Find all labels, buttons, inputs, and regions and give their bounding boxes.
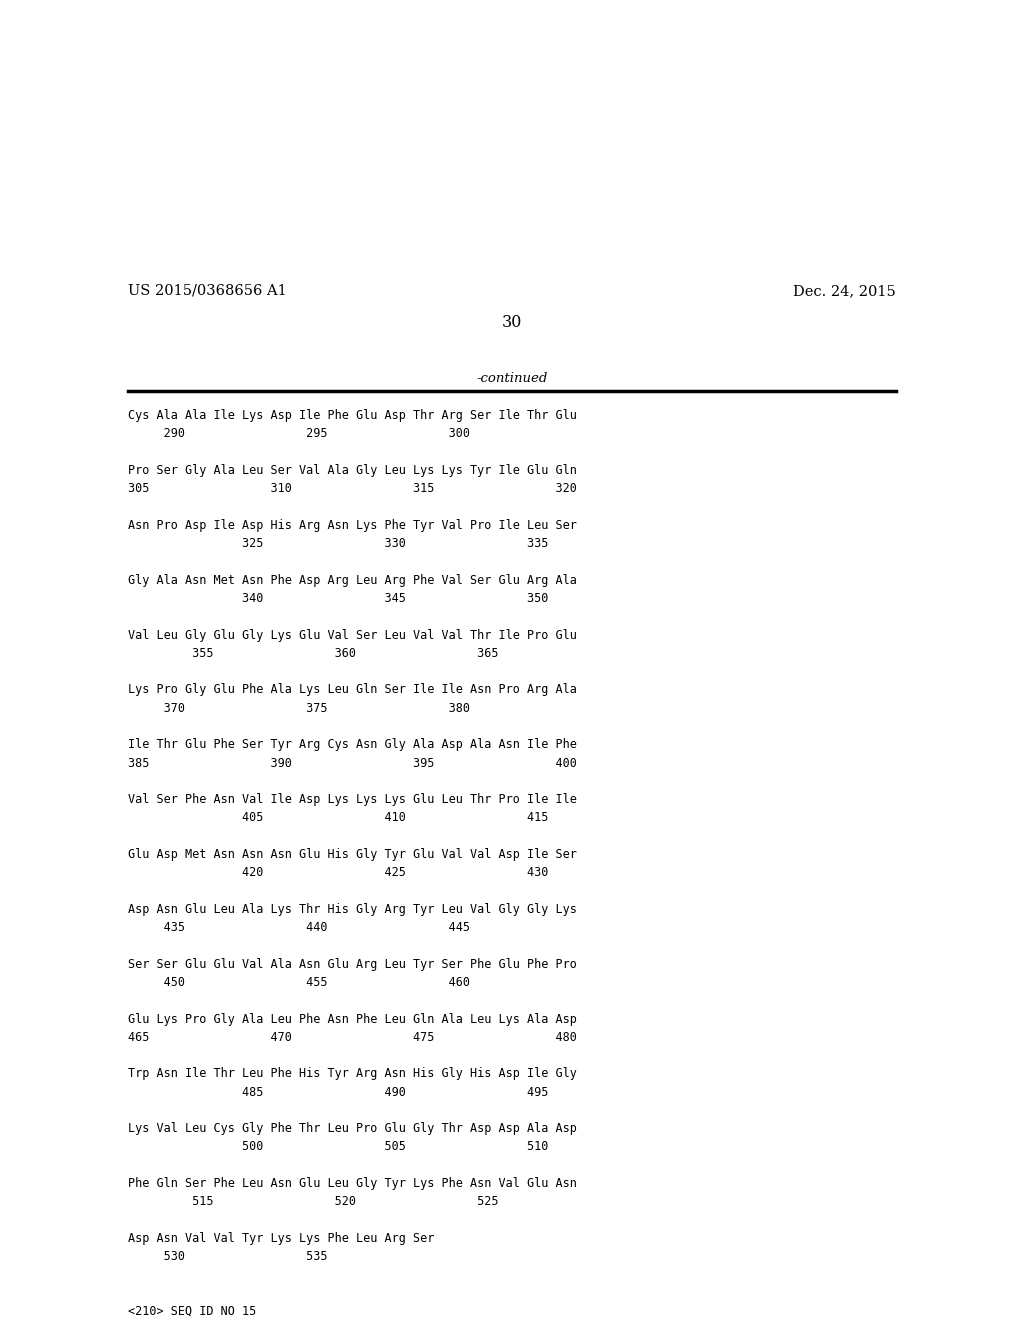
Text: US 2015/0368656 A1: US 2015/0368656 A1	[128, 284, 287, 298]
Text: 500                 505                 510: 500 505 510	[128, 1140, 549, 1154]
Text: 465                 470                 475                 480: 465 470 475 480	[128, 1031, 577, 1044]
Text: Lys Pro Gly Glu Phe Ala Lys Leu Gln Ser Ile Ile Asn Pro Arg Ala: Lys Pro Gly Glu Phe Ala Lys Leu Gln Ser …	[128, 684, 577, 697]
Text: Lys Val Leu Cys Gly Phe Thr Leu Pro Glu Gly Thr Asp Asp Ala Asp: Lys Val Leu Cys Gly Phe Thr Leu Pro Glu …	[128, 1122, 577, 1135]
Text: Asn Pro Asp Ile Asp His Arg Asn Lys Phe Tyr Val Pro Ile Leu Ser: Asn Pro Asp Ile Asp His Arg Asn Lys Phe …	[128, 519, 577, 532]
Text: Pro Ser Gly Ala Leu Ser Val Ala Gly Leu Lys Lys Tyr Ile Glu Gln: Pro Ser Gly Ala Leu Ser Val Ala Gly Leu …	[128, 465, 577, 477]
Text: Gly Ala Asn Met Asn Phe Asp Arg Leu Arg Phe Val Ser Glu Arg Ala: Gly Ala Asn Met Asn Phe Asp Arg Leu Arg …	[128, 574, 577, 586]
Text: 370                 375                 380: 370 375 380	[128, 702, 470, 714]
Text: 515                 520                 525: 515 520 525	[128, 1196, 499, 1208]
Text: 305                 310                 315                 320: 305 310 315 320	[128, 482, 577, 495]
Text: 340                 345                 350: 340 345 350	[128, 591, 549, 605]
Text: Ile Thr Glu Phe Ser Tyr Arg Cys Asn Gly Ala Asp Ala Asn Ile Phe: Ile Thr Glu Phe Ser Tyr Arg Cys Asn Gly …	[128, 738, 577, 751]
Text: 405                 410                 415: 405 410 415	[128, 812, 549, 825]
Text: Asp Asn Glu Leu Ala Lys Thr His Gly Arg Tyr Leu Val Gly Gly Lys: Asp Asn Glu Leu Ala Lys Thr His Gly Arg …	[128, 903, 577, 916]
Text: 420                 425                 430: 420 425 430	[128, 866, 549, 879]
Text: 530                 535: 530 535	[128, 1250, 328, 1263]
Text: 385                 390                 395                 400: 385 390 395 400	[128, 756, 577, 770]
Text: Trp Asn Ile Thr Leu Phe His Tyr Arg Asn His Gly His Asp Ile Gly: Trp Asn Ile Thr Leu Phe His Tyr Arg Asn …	[128, 1068, 577, 1080]
Text: Val Ser Phe Asn Val Ile Asp Lys Lys Lys Glu Leu Thr Pro Ile Ile: Val Ser Phe Asn Val Ile Asp Lys Lys Lys …	[128, 793, 577, 807]
Text: -continued: -continued	[476, 372, 548, 385]
Text: 485                 490                 495: 485 490 495	[128, 1085, 549, 1098]
Text: Phe Gln Ser Phe Leu Asn Glu Leu Gly Tyr Lys Phe Asn Val Glu Asn: Phe Gln Ser Phe Leu Asn Glu Leu Gly Tyr …	[128, 1177, 577, 1191]
Text: Glu Asp Met Asn Asn Asn Glu His Gly Tyr Glu Val Val Asp Ile Ser: Glu Asp Met Asn Asn Asn Glu His Gly Tyr …	[128, 847, 577, 861]
Text: Cys Ala Ala Ile Lys Asp Ile Phe Glu Asp Thr Arg Ser Ile Thr Glu: Cys Ala Ala Ile Lys Asp Ile Phe Glu Asp …	[128, 409, 577, 422]
Text: 355                 360                 365: 355 360 365	[128, 647, 499, 660]
Text: 325                 330                 335: 325 330 335	[128, 537, 549, 550]
Text: 30: 30	[502, 314, 522, 331]
Text: Dec. 24, 2015: Dec. 24, 2015	[794, 284, 896, 298]
Text: Ser Ser Glu Glu Val Ala Asn Glu Arg Leu Tyr Ser Phe Glu Phe Pro: Ser Ser Glu Glu Val Ala Asn Glu Arg Leu …	[128, 958, 577, 970]
Text: 450                 455                 460: 450 455 460	[128, 975, 470, 989]
Text: 290                 295                 300: 290 295 300	[128, 428, 470, 441]
Text: Val Leu Gly Glu Gly Lys Glu Val Ser Leu Val Val Thr Ile Pro Glu: Val Leu Gly Glu Gly Lys Glu Val Ser Leu …	[128, 628, 577, 642]
Text: Asp Asn Val Val Tyr Lys Lys Phe Leu Arg Ser: Asp Asn Val Val Tyr Lys Lys Phe Leu Arg …	[128, 1232, 434, 1245]
Text: <210> SEQ ID NO 15: <210> SEQ ID NO 15	[128, 1305, 256, 1317]
Text: 435                 440                 445: 435 440 445	[128, 921, 470, 935]
Text: Glu Lys Pro Gly Ala Leu Phe Asn Phe Leu Gln Ala Leu Lys Ala Asp: Glu Lys Pro Gly Ala Leu Phe Asn Phe Leu …	[128, 1012, 577, 1026]
